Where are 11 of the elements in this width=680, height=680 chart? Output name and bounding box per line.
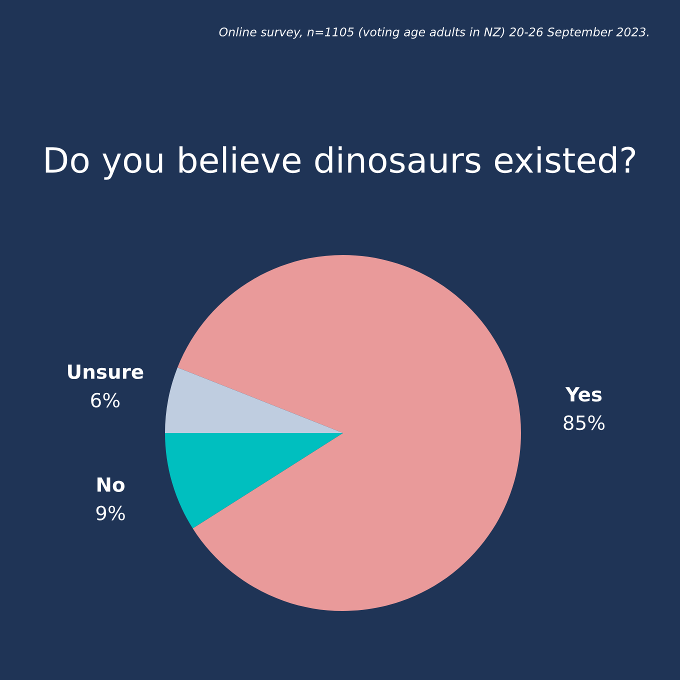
chart-title: Do you believe dinosaurs existed?: [46, 146, 636, 180]
slice-label: Unsure: [68, 364, 144, 380]
data-label: 85%: [564, 415, 605, 430]
pie-slice: [165, 367, 343, 433]
pie-slice: [165, 433, 343, 528]
slice-label: Yes: [565, 387, 602, 402]
pie-slice: [178, 255, 521, 611]
data-label: 6%: [91, 392, 120, 408]
data-label: 9%: [96, 506, 125, 520]
text: Online survey, n=1105 (voting age adults in NZ) 20-26 September 2023.: [219, 27, 648, 39]
slice-label: No: [98, 477, 125, 492]
